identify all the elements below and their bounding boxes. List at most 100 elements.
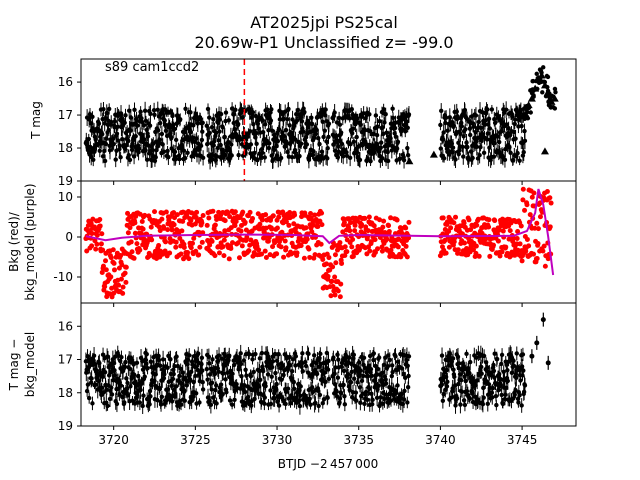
bkg-point (139, 219, 145, 225)
data-point (199, 137, 205, 143)
data-point (349, 369, 354, 374)
data-point (380, 401, 386, 406)
data-point (405, 153, 411, 158)
bkg-point (350, 237, 356, 243)
data-point (378, 140, 384, 145)
data-point (298, 384, 303, 389)
data-point (395, 359, 401, 365)
data-point (143, 118, 149, 124)
data-point (539, 70, 544, 75)
bkg-point (303, 225, 309, 231)
data-point (460, 111, 466, 117)
data-point (315, 114, 320, 120)
data-point (550, 105, 556, 110)
data-point (269, 107, 274, 112)
data-point (106, 106, 112, 112)
bkg-point (116, 282, 122, 288)
data-point (182, 130, 187, 135)
data-point (370, 397, 375, 403)
data-point (209, 387, 214, 392)
data-point (155, 397, 160, 403)
bkg-point (529, 194, 535, 200)
bkg-point (185, 249, 191, 255)
data-point (384, 392, 389, 397)
bkg-point (108, 274, 114, 280)
data-point (464, 140, 469, 145)
data-point (382, 120, 387, 125)
data-point (127, 157, 133, 163)
data-point (331, 355, 336, 360)
data-point (106, 127, 111, 133)
data-point (323, 379, 328, 384)
data-point (521, 149, 526, 155)
data-point (237, 134, 242, 139)
bkg-point (339, 260, 345, 266)
data-point (354, 398, 359, 403)
data-point (140, 403, 145, 409)
data-point (287, 123, 292, 128)
data-point (123, 359, 128, 365)
bkg-point (123, 279, 129, 285)
data-point (152, 112, 157, 117)
bkg-point (403, 225, 409, 231)
data-point (258, 377, 263, 383)
data-point (317, 141, 322, 147)
data-point (143, 148, 148, 153)
bkg-point (125, 210, 131, 216)
data-point (276, 127, 282, 132)
data-point (239, 374, 244, 379)
bkg-point (123, 264, 129, 270)
data-segment (204, 344, 332, 415)
data-point (385, 364, 390, 369)
data-point (390, 363, 395, 368)
data-segment (438, 345, 528, 414)
data-point (401, 397, 407, 402)
bkg-point (520, 197, 526, 203)
data-point (387, 357, 392, 363)
data-point (399, 366, 405, 371)
data-point (467, 396, 473, 401)
bkg-point (189, 240, 195, 246)
bkg-point (100, 263, 106, 269)
data-point (272, 351, 278, 357)
data-point (358, 122, 363, 127)
data-point (460, 144, 465, 149)
data-point (347, 355, 352, 360)
outlier-point (405, 157, 414, 165)
bkg-point (173, 239, 179, 245)
data-point (349, 107, 354, 112)
data-point (285, 386, 291, 391)
data-point (248, 373, 254, 379)
y-axis-label: T mag (29, 101, 43, 140)
data-point (365, 374, 371, 379)
data-point (204, 123, 209, 129)
data-point (353, 121, 358, 127)
data-point (324, 139, 329, 144)
data-point (165, 365, 170, 371)
data-point (473, 113, 479, 118)
bkg-point (301, 255, 307, 261)
bkg-point (118, 253, 124, 259)
data-point (485, 365, 490, 370)
bkg-point (381, 218, 387, 224)
bkg-point (210, 208, 216, 214)
bkg-point (474, 222, 480, 228)
bkg-point (120, 284, 126, 290)
bkg-point (246, 248, 252, 254)
bkg-point (499, 249, 505, 255)
data-point (397, 156, 403, 161)
bkg-point (519, 258, 525, 264)
data-point (248, 142, 254, 147)
data-point (148, 359, 154, 364)
bkg-point (486, 217, 492, 223)
data-point (489, 107, 495, 112)
bkg-point (404, 254, 410, 260)
data-point (546, 99, 551, 105)
data-point (291, 123, 297, 128)
data-point (132, 107, 137, 112)
bkg-point (278, 244, 284, 250)
data-point (388, 398, 394, 403)
data-point (115, 124, 120, 129)
data-point (378, 395, 383, 400)
data-point (336, 149, 341, 154)
